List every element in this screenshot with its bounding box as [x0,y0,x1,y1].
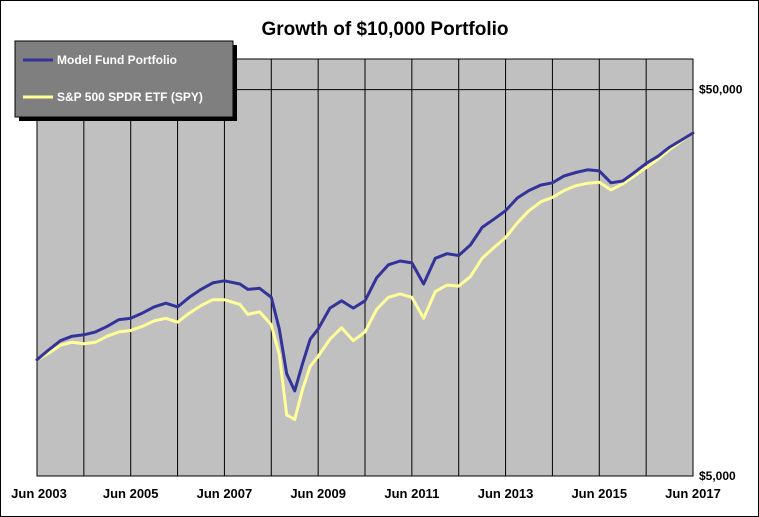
series-lines [35,131,695,421]
y-tick-label: $50,000 [699,83,743,97]
x-tick-label: Jun 2015 [571,486,627,501]
gridlines [37,59,694,477]
chart-title: Growth of $10,000 Portfolio [261,19,508,40]
legend-label: Model Fund Portfolio [57,53,177,67]
x-tick-label: Jun 2005 [103,486,159,501]
x-tick-label: Jun 2013 [478,486,534,501]
series-line-model-fund [35,131,695,393]
x-axis-ticks: Jun 2003 Jun 2005 Jun 2007 Jun 2009 Jun 2011… [11,486,721,501]
x-tick-label: Jun 2011 [384,486,439,501]
legend-box [14,40,234,118]
y-tick-label: $5,000 [699,469,736,483]
series-line-spy [35,131,695,421]
y-axis-ticks: $50,000 $5,000 [699,83,743,483]
x-tick-label: Jun 2007 [197,486,253,501]
x-tick-label: Jun 2003 [11,486,67,501]
x-tick-label: Jun 2009 [290,486,346,501]
legend-label: S&P 500 SPDR ETF (SPY) [57,90,203,104]
legend: Model Fund Portfolio S&P 500 SPDR ETF (SP… [14,40,237,121]
x-tick-label: Jun 2017 [665,486,721,501]
